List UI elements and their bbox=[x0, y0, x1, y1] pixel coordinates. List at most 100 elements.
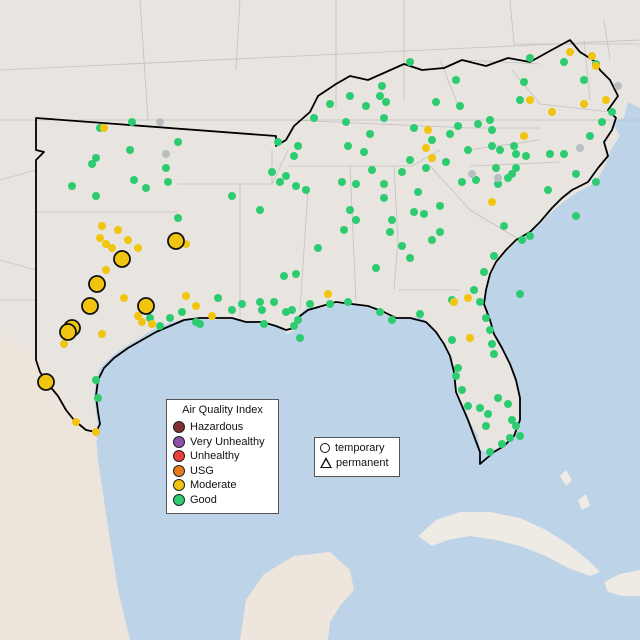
good-station-marker[interactable] bbox=[512, 150, 520, 158]
moderate-station-marker[interactable] bbox=[580, 100, 588, 108]
good-station-marker[interactable] bbox=[270, 298, 278, 306]
good-station-marker[interactable] bbox=[456, 102, 464, 110]
good-station-marker[interactable] bbox=[520, 78, 528, 86]
good-station-marker[interactable] bbox=[406, 58, 414, 66]
good-station-marker[interactable] bbox=[344, 298, 352, 306]
good-station-marker[interactable] bbox=[492, 164, 500, 172]
moderate-station-marker[interactable] bbox=[102, 240, 110, 248]
good-station-marker[interactable] bbox=[442, 158, 450, 166]
moderate-station-marker[interactable] bbox=[324, 290, 332, 298]
good-station-marker[interactable] bbox=[544, 186, 552, 194]
no-data-station-markers[interactable] bbox=[156, 82, 622, 182]
good-station-marker[interactable] bbox=[428, 236, 436, 244]
good-station-marker[interactable] bbox=[510, 142, 518, 150]
good-station-marker[interactable] bbox=[342, 118, 350, 126]
good-station-marker[interactable] bbox=[512, 164, 520, 172]
good-station-marker[interactable] bbox=[368, 166, 376, 174]
moderate-station-marker[interactable] bbox=[208, 312, 216, 320]
good-station-marker[interactable] bbox=[518, 236, 526, 244]
moderate-station-marker[interactable] bbox=[98, 330, 106, 338]
good-station-marker[interactable] bbox=[352, 180, 360, 188]
good-station-marker[interactable] bbox=[238, 300, 246, 308]
moderate-station-marker[interactable] bbox=[424, 126, 432, 134]
good-station-marker[interactable] bbox=[292, 182, 300, 190]
good-station-marker[interactable] bbox=[448, 336, 456, 344]
moderate-station-marker[interactable] bbox=[96, 234, 104, 242]
moderate-station-marker[interactable] bbox=[592, 62, 600, 70]
good-station-marker[interactable] bbox=[346, 206, 354, 214]
good-station-marker[interactable] bbox=[290, 322, 298, 330]
moderate-station-markers[interactable] bbox=[60, 48, 610, 436]
temporary-moderate-station-marker[interactable] bbox=[37, 373, 55, 391]
good-station-marker[interactable] bbox=[88, 160, 96, 168]
good-station-marker[interactable] bbox=[92, 154, 100, 162]
good-station-marker[interactable] bbox=[458, 386, 466, 394]
good-station-marker[interactable] bbox=[380, 194, 388, 202]
good-station-marker[interactable] bbox=[406, 156, 414, 164]
good-station-marker[interactable] bbox=[380, 180, 388, 188]
good-station-marker[interactable] bbox=[268, 168, 276, 176]
good-station-marker[interactable] bbox=[560, 150, 568, 158]
good-station-marker[interactable] bbox=[516, 432, 524, 440]
moderate-station-marker[interactable] bbox=[526, 96, 534, 104]
good-station-marker[interactable] bbox=[340, 226, 348, 234]
good-station-marker[interactable] bbox=[464, 146, 472, 154]
moderate-station-marker[interactable] bbox=[124, 236, 132, 244]
good-station-marker[interactable] bbox=[480, 268, 488, 276]
good-station-marker[interactable] bbox=[414, 188, 422, 196]
no-data-station-marker[interactable] bbox=[156, 118, 164, 126]
good-station-marker[interactable] bbox=[228, 192, 236, 200]
good-station-marker[interactable] bbox=[488, 142, 496, 150]
moderate-station-marker[interactable] bbox=[488, 198, 496, 206]
good-station-marker[interactable] bbox=[608, 108, 616, 116]
moderate-station-marker[interactable] bbox=[134, 312, 142, 320]
temporary-station-markers[interactable] bbox=[37, 232, 185, 391]
moderate-station-marker[interactable] bbox=[182, 292, 190, 300]
moderate-station-marker[interactable] bbox=[138, 318, 146, 326]
good-station-marker[interactable] bbox=[360, 148, 368, 156]
good-station-marker[interactable] bbox=[326, 100, 334, 108]
moderate-station-marker[interactable] bbox=[100, 124, 108, 132]
good-station-marker[interactable] bbox=[174, 214, 182, 222]
good-station-marker[interactable] bbox=[178, 308, 186, 316]
good-station-marker[interactable] bbox=[214, 294, 222, 302]
good-station-marker[interactable] bbox=[94, 394, 102, 402]
good-station-marker[interactable] bbox=[386, 228, 394, 236]
good-station-marker[interactable] bbox=[494, 394, 502, 402]
good-station-marker[interactable] bbox=[166, 314, 174, 322]
good-station-marker[interactable] bbox=[516, 290, 524, 298]
good-station-marker[interactable] bbox=[598, 118, 606, 126]
good-station-marker[interactable] bbox=[482, 422, 490, 430]
good-station-marker[interactable] bbox=[142, 184, 150, 192]
good-station-marker[interactable] bbox=[164, 178, 172, 186]
temporary-moderate-station-marker[interactable] bbox=[167, 232, 185, 250]
good-station-marker[interactable] bbox=[572, 212, 580, 220]
moderate-station-marker[interactable] bbox=[108, 244, 116, 252]
good-station-marker[interactable] bbox=[306, 300, 314, 308]
good-station-marker[interactable] bbox=[500, 222, 508, 230]
good-station-marker[interactable] bbox=[378, 82, 386, 90]
good-station-marker[interactable] bbox=[388, 316, 396, 324]
good-station-marker[interactable] bbox=[472, 176, 480, 184]
good-station-marker[interactable] bbox=[498, 440, 506, 448]
good-station-marker[interactable] bbox=[476, 298, 484, 306]
good-station-marker[interactable] bbox=[406, 254, 414, 262]
good-station-marker[interactable] bbox=[496, 146, 504, 154]
good-station-marker[interactable] bbox=[228, 306, 236, 314]
good-station-marker[interactable] bbox=[380, 114, 388, 122]
good-station-marker[interactable] bbox=[446, 130, 454, 138]
good-station-marker[interactable] bbox=[92, 192, 100, 200]
moderate-station-marker[interactable] bbox=[602, 96, 610, 104]
moderate-station-marker[interactable] bbox=[450, 298, 458, 306]
good-station-marker[interactable] bbox=[282, 172, 290, 180]
moderate-station-marker[interactable] bbox=[520, 132, 528, 140]
good-station-marker[interactable] bbox=[156, 322, 164, 330]
good-station-marker[interactable] bbox=[512, 422, 520, 430]
good-station-marker[interactable] bbox=[128, 118, 136, 126]
good-station-marker[interactable] bbox=[162, 164, 170, 172]
good-station-marker[interactable] bbox=[260, 320, 268, 328]
good-station-marker[interactable] bbox=[314, 244, 322, 252]
good-station-marker[interactable] bbox=[346, 92, 354, 100]
no-data-station-marker[interactable] bbox=[494, 174, 502, 182]
moderate-station-marker[interactable] bbox=[566, 48, 574, 56]
